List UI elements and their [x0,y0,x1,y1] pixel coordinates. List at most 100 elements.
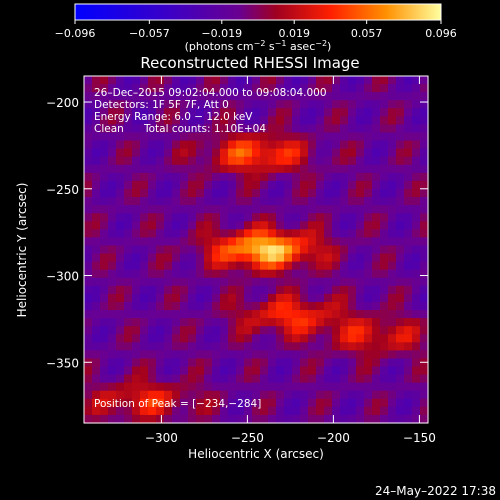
heatmap-cell [116,148,125,158]
heatmap-cell [172,180,181,190]
heatmap-cell [116,318,125,327]
heatmap-cell [300,124,309,134]
heatmap-cell [356,108,365,117]
heatmap-cell [132,285,141,295]
heatmap-cell [100,334,109,343]
heatmap-cell [180,221,189,230]
heatmap-cell [164,148,173,158]
heatmap-cell [324,213,333,222]
heatmap-cell [276,172,285,182]
heatmap-cell [228,221,237,230]
heatmap-cell [124,374,133,384]
heatmap-cell [84,414,93,424]
heatmap-cell [372,172,381,182]
heatmap-cell [348,326,357,335]
heatmap-cell [212,301,221,311]
heatmap-cell [148,374,157,384]
heatmap-cell [132,237,141,247]
heatmap-cell [180,172,189,182]
heatmap-cell [292,414,301,424]
heatmap-cell [244,116,253,126]
heatmap-cell [124,124,133,134]
heatmap-cell [156,301,165,311]
heatmap-cell [116,342,125,351]
heatmap-cell [332,164,341,174]
heatmap-cell [180,334,189,343]
heatmap-cell [196,213,205,222]
colorbar-tick-label: −0.019 [201,27,242,40]
heatmap-cell [156,221,165,230]
heatmap-cell [404,237,413,247]
heatmap-cell [260,172,269,182]
heatmap-cell [228,350,237,360]
heatmap-cell [332,301,341,311]
heatmap-cell [212,197,221,206]
heatmap-cell [356,197,365,206]
heatmap-cell [108,140,117,150]
heatmap-cell [140,76,149,85]
heatmap-cell [396,318,405,327]
heatmap-cell [132,188,141,198]
heatmap-cell [300,326,309,335]
heatmap-cell [364,76,373,85]
heatmap-cell [348,277,357,287]
heatmap-cell [300,269,309,279]
heatmap-cell [132,342,141,351]
heatmap-cell [124,108,133,117]
heatmap-cell [396,221,405,230]
heatmap-cell [284,140,293,150]
heatmap-cell [180,277,189,287]
heatmap-cell [300,245,309,255]
heatmap-cell [300,108,309,117]
heatmap-cell [116,285,125,295]
heatmap-cell [164,100,173,109]
heatmap-cell [372,197,381,206]
heatmap-cell [164,132,173,142]
heatmap-cell [284,358,293,368]
heatmap-cell [268,221,277,230]
heatmap-cell [372,318,381,327]
heatmap-cell [372,342,381,351]
heatmap-cell [100,172,109,182]
heatmap-cell [252,334,261,343]
heatmap-cell [300,301,309,311]
heatmap-cell [348,116,357,126]
heatmap-cell [396,253,405,263]
heatmap-cell [292,269,301,279]
heatmap-cell [356,132,365,142]
heatmap-cell [324,398,333,408]
heatmap-cell [364,382,373,392]
heatmap-cell [140,197,149,206]
heatmap-cell [332,188,341,198]
heatmap-cell [324,310,333,319]
heatmap-cell [116,92,125,101]
heatmap-cell [372,148,381,158]
heatmap-cell [380,148,389,158]
heatmap-cell [108,237,117,247]
heatmap-cell [356,148,365,158]
heatmap-cell [172,108,181,117]
heatmap-cell [140,156,149,166]
heatmap-cell [252,406,261,416]
heatmap-cell [340,172,349,182]
heatmap-cell [204,334,213,343]
heatmap-cell [180,261,189,271]
heatmap-cell [100,253,109,263]
heatmap-cell [340,92,349,101]
heatmap-cell [228,229,237,238]
heatmap-cell [228,172,237,182]
heatmap-cell [124,84,133,93]
heatmap-cell [364,285,373,295]
heatmap-cell [356,84,365,93]
heatmap-cell [316,374,325,384]
heatmap-cell [276,92,285,101]
heatmap-cell [388,92,397,101]
heatmap-cell [228,164,237,174]
heatmap-cell [324,197,333,206]
heatmap-cell [364,245,373,255]
heatmap-cell [100,358,109,368]
heatmap-cell [260,334,269,343]
heatmap-cell [132,253,141,263]
heatmap-cell [276,116,285,126]
heatmap-cell [404,213,413,222]
